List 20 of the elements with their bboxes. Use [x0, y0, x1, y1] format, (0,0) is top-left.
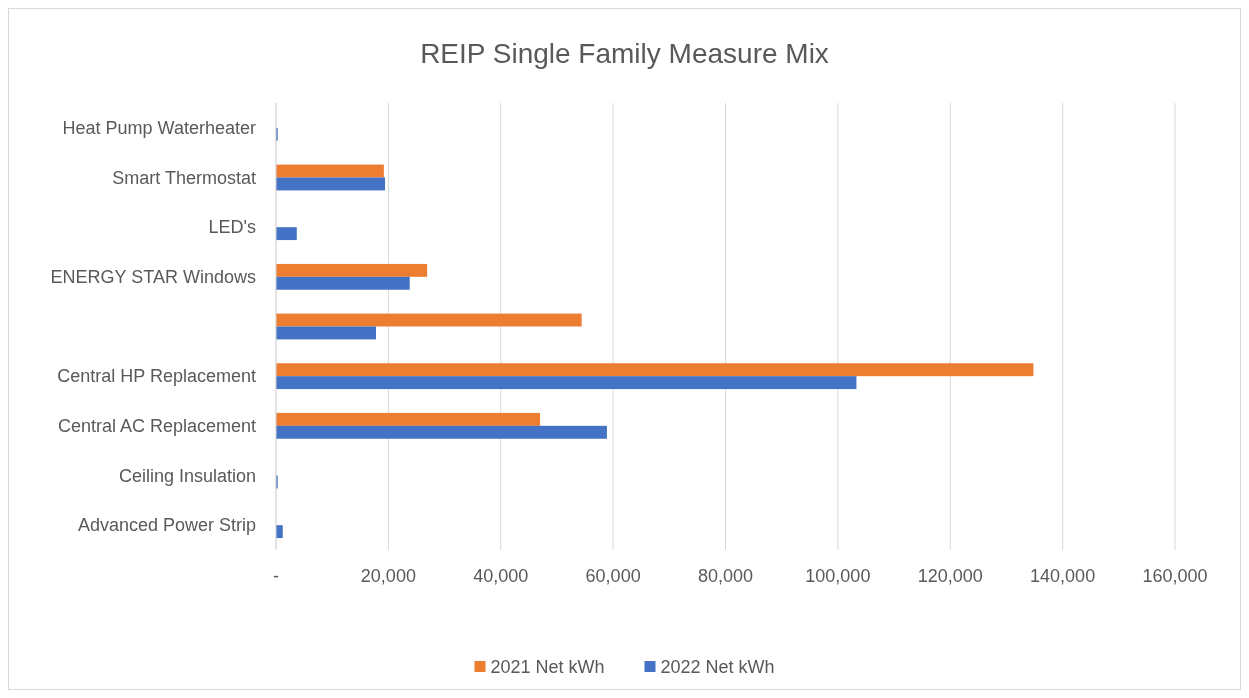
x-tick-label: 140,000 — [1030, 566, 1096, 586]
y-tick-label: Smart Thermostat — [112, 167, 256, 188]
y-tick-label: Ceiling Insulation — [118, 465, 256, 486]
x-tick-label: 40,000 — [473, 566, 529, 586]
x-tick-label: 60,000 — [585, 566, 641, 586]
x-tick-label: 20,000 — [360, 566, 416, 586]
x-tick-label: 120,000 — [917, 566, 983, 586]
x-tick-label: 80,000 — [697, 566, 754, 586]
x-tick-label: - — [273, 566, 279, 586]
y-tick-label: Central AC Replacement — [57, 416, 256, 437]
y-tick-label: Advanced Power Strip — [77, 515, 256, 536]
y-tick-label: Central HP Replacement — [57, 366, 256, 387]
chart-title: REIP Single Family Measure Mix — [420, 38, 829, 69]
y-tick-label: LED's — [208, 217, 256, 238]
y-tick-label: Heat Pump Waterheater — [62, 118, 256, 139]
legend-label: 2022 Net kWh — [660, 657, 775, 678]
y-tick-label: ENERGY STAR Windows — [50, 267, 256, 288]
x-tick-label: 160,000 — [1142, 566, 1208, 586]
legend-label: 2021 Net kWh — [490, 657, 605, 678]
x-tick-label: 100,000 — [805, 566, 871, 586]
